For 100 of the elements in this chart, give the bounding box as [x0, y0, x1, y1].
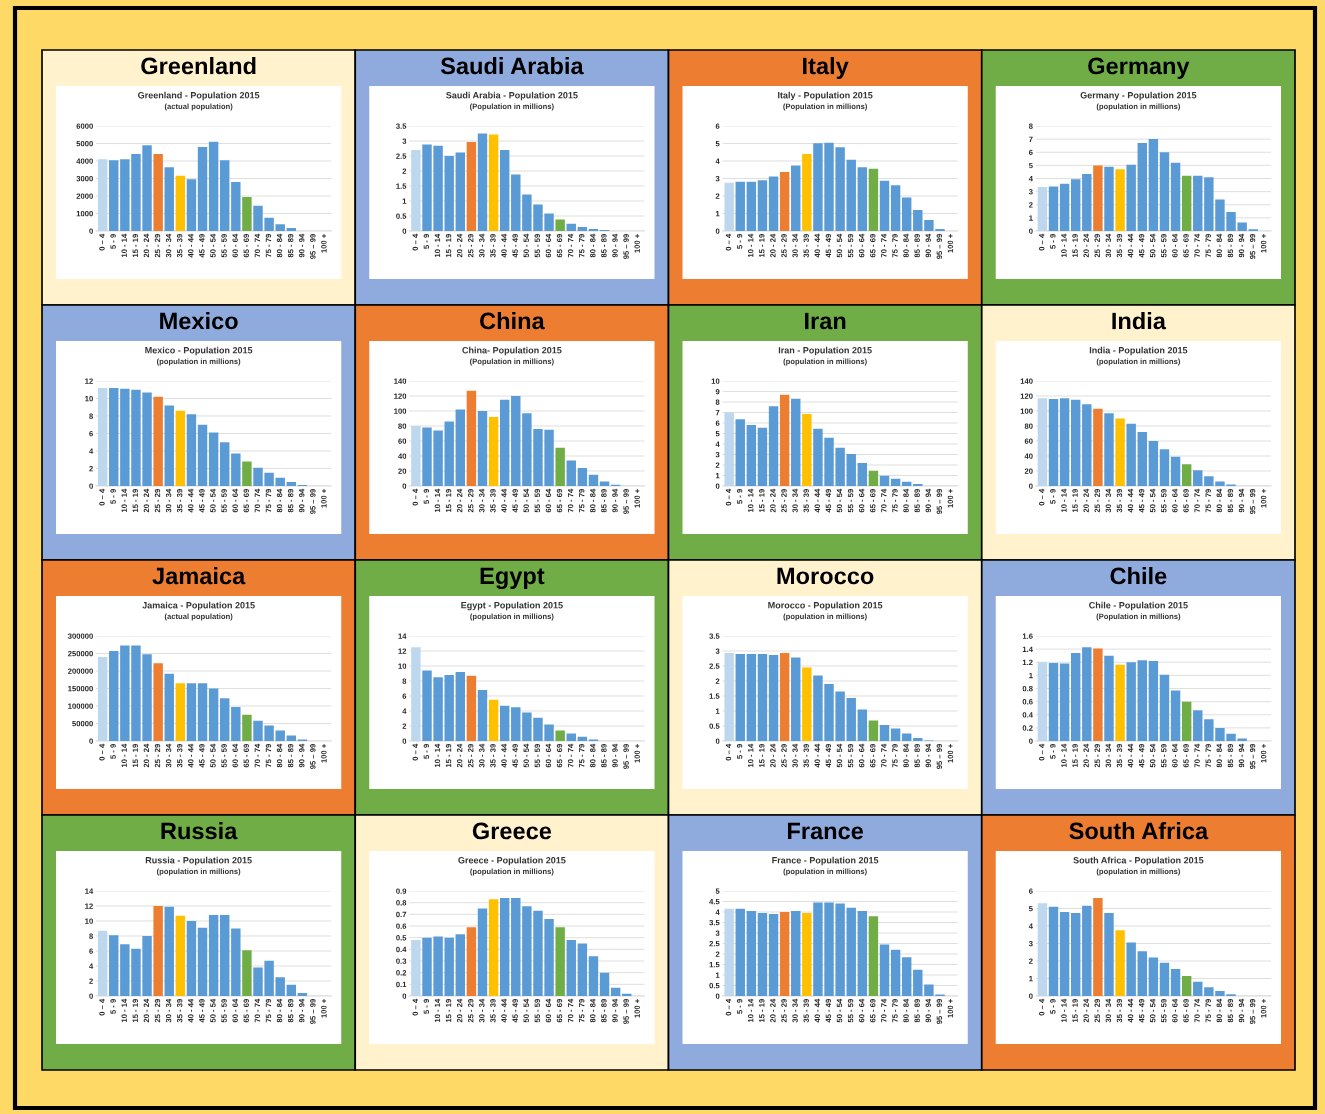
- bar: [555, 447, 565, 486]
- bar: [499, 150, 510, 231]
- bar: [164, 673, 174, 741]
- bar: [164, 906, 174, 996]
- bar: [757, 913, 768, 996]
- bar: [1193, 981, 1203, 996]
- bar: [197, 683, 208, 741]
- bar: [466, 141, 477, 231]
- bar: [1126, 662, 1136, 741]
- bar: [890, 728, 901, 741]
- bar: [901, 197, 912, 231]
- bar: [97, 159, 108, 231]
- bar: [220, 915, 230, 996]
- bar: [1037, 662, 1048, 741]
- chart-subtitle: France - Population 2015: [772, 856, 879, 866]
- bar: [186, 414, 197, 486]
- bar: [588, 228, 599, 231]
- bar: [286, 482, 297, 486]
- chart-subtitle: South Africa - Population 2015: [1073, 856, 1204, 866]
- bar: [1159, 152, 1170, 231]
- bar: [164, 405, 174, 486]
- bar: [610, 987, 621, 996]
- bar: [186, 683, 197, 741]
- bar: [566, 223, 576, 231]
- bar: [1048, 399, 1059, 486]
- bar: [868, 168, 879, 231]
- bar: [588, 474, 599, 486]
- chart-title: Greece: [472, 822, 552, 840]
- bar: [208, 688, 219, 741]
- bar: [488, 699, 499, 741]
- bar: [577, 468, 588, 486]
- bar: [153, 396, 163, 486]
- bar: [175, 683, 186, 741]
- bar: [1104, 413, 1114, 486]
- bar: [846, 698, 856, 741]
- bar: [1048, 906, 1059, 996]
- bar: [757, 427, 768, 486]
- chart-subtitle: Chile - Population 2015: [1089, 601, 1188, 611]
- bar: [757, 654, 768, 741]
- bar: [231, 928, 241, 996]
- bar: [242, 196, 252, 231]
- bar: [1181, 701, 1192, 741]
- bar: [1093, 648, 1103, 741]
- bar: [857, 709, 868, 741]
- bar: [577, 227, 588, 231]
- bar: [768, 914, 779, 996]
- bar: [97, 388, 108, 486]
- bar: [735, 908, 745, 996]
- bar: [746, 910, 757, 996]
- bar: [1181, 464, 1192, 486]
- bar: [791, 398, 801, 486]
- bar: [109, 160, 119, 231]
- chart-subtitle: Egypt - Population 2015: [461, 601, 563, 611]
- chart-title: China: [480, 312, 545, 330]
- bar: [1048, 662, 1059, 741]
- bar: [286, 735, 297, 741]
- bar: [208, 915, 219, 996]
- bar: [1170, 690, 1181, 741]
- bar: [97, 930, 108, 996]
- bar: [802, 913, 812, 996]
- bar: [488, 899, 499, 996]
- chart-subtitle: Greece - Population 2015: [458, 856, 566, 866]
- bar: [466, 675, 477, 741]
- bar: [890, 478, 901, 486]
- bar: [499, 898, 510, 996]
- bar: [555, 927, 565, 996]
- bar: [846, 159, 856, 231]
- bar: [1037, 398, 1048, 486]
- bar: [220, 442, 230, 486]
- bar: [1159, 449, 1170, 486]
- bar: [455, 152, 466, 231]
- bar: [879, 944, 890, 996]
- chart-title: Morocco: [777, 567, 874, 585]
- bar: [1148, 441, 1159, 486]
- bar: [746, 654, 757, 741]
- chart-title: Mexico: [160, 312, 238, 330]
- bar: [802, 667, 812, 741]
- bar: [1093, 898, 1103, 996]
- bar: [477, 133, 488, 231]
- bar: [488, 417, 499, 486]
- bar: [499, 705, 510, 741]
- bar: [735, 419, 745, 486]
- bar: [488, 134, 499, 231]
- bar: [757, 180, 768, 231]
- bar: [1070, 179, 1081, 231]
- bar: [724, 653, 734, 741]
- chart-title: Greenland: [141, 57, 256, 75]
- bar: [197, 927, 208, 996]
- bar: [768, 654, 779, 741]
- bar: [455, 409, 466, 486]
- bar: [1093, 165, 1103, 231]
- bar: [1104, 912, 1114, 996]
- bar: [109, 651, 119, 741]
- bar: [231, 707, 241, 741]
- chart-title: Jamaica: [152, 566, 246, 585]
- bar: [1070, 912, 1081, 996]
- bar: [455, 672, 466, 741]
- bar: [1082, 173, 1092, 231]
- bar: [1104, 655, 1114, 741]
- chart-title: Saudi Arabia: [440, 57, 584, 75]
